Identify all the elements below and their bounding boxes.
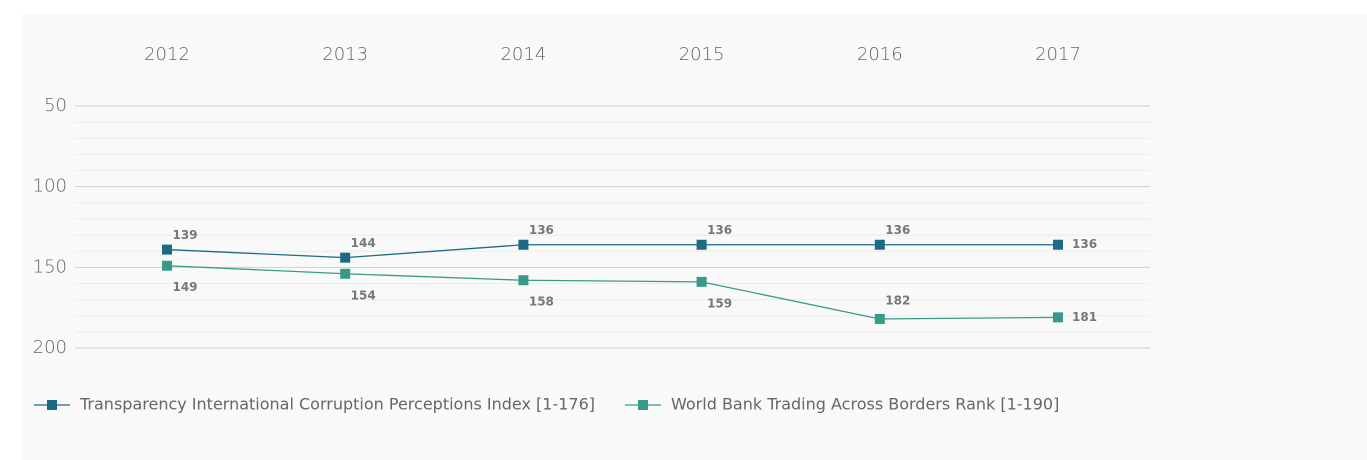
legend-label: Transparency International Corruption Pe… [79,395,595,414]
point [874,239,885,250]
x-tick-label: 2015 [679,44,725,65]
point [518,275,529,286]
data-label: 136 [1072,237,1097,251]
data-label: 136 [707,223,732,237]
data-label: 181 [1072,310,1097,324]
x-tick-label: 2012 [144,44,190,65]
data-label: 149 [172,280,197,294]
series-line [166,265,1059,320]
data-label: 139 [172,228,197,242]
panel [22,14,1367,460]
point [1053,239,1063,250]
data-label: 158 [529,295,554,309]
data-label: 136 [885,223,910,237]
x-tick-label: 2013 [322,44,368,65]
x-tick-label: 2017 [1035,44,1081,65]
y-tick-label: 150 [33,256,67,277]
data-label: 136 [529,223,554,237]
legend-marker [638,400,648,410]
point [340,252,351,263]
point [874,313,885,324]
data-label: 144 [351,236,376,250]
point [162,244,172,255]
series-line [166,244,1058,259]
y-tick-label: 100 [33,176,67,197]
data-label: 159 [707,296,732,310]
y-tick-label: 200 [33,337,67,358]
point [1053,312,1063,323]
x-tick-label: 2016 [857,44,903,65]
point [696,276,707,287]
point [696,239,707,250]
data-label: 182 [885,293,910,307]
point [340,268,351,279]
y-tick-label: 50 [44,95,67,116]
point [162,260,172,271]
legend-label: World Bank Trading Across Borders Rank [… [671,395,1059,414]
data-label: 154 [351,288,376,302]
point [518,239,529,250]
x-tick-label: 2014 [500,44,546,65]
legend-marker [47,400,57,410]
